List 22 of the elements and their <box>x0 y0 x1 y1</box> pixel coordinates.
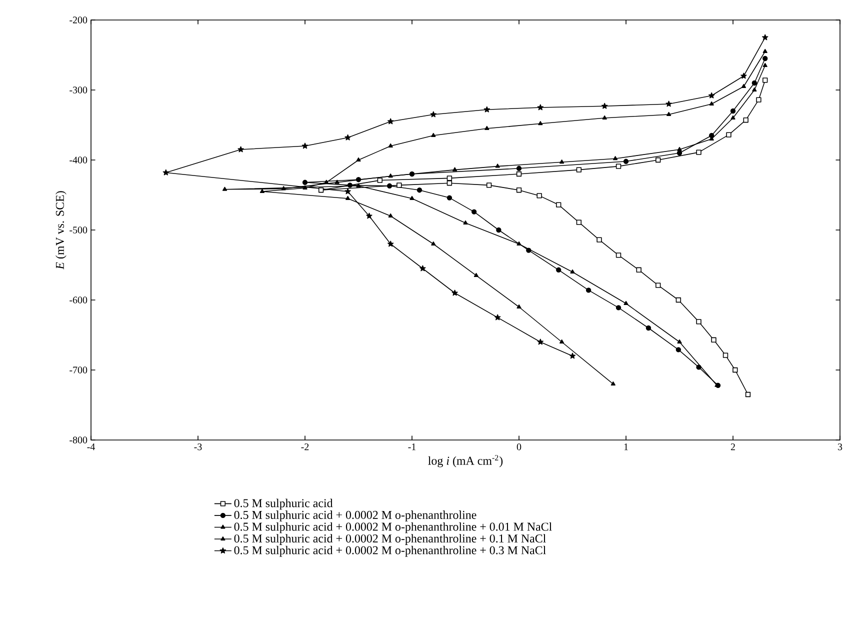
legend-label: 0.5 M sulphuric acid + 0.0002 M o-phenanthroline + 0.01 M NaCl <box>234 522 552 534</box>
y-tick-label: -300 <box>70 86 88 94</box>
y-axis-title: E (mV vs. SCE) <box>56 191 66 270</box>
legend-label: 0.5 M sulphuric acid + 0.0002 M o-phenanthroline + 0.1 M NaCl <box>234 534 546 545</box>
y-tick-label: -400 <box>70 156 88 164</box>
x-tick-label: 0 <box>516 444 522 450</box>
x-tick-label: 2 <box>730 444 735 450</box>
x-tick-label: 3 <box>838 444 842 450</box>
legend-label: 0.5 M sulphuric acid <box>234 498 333 510</box>
legend-label: 0.5 M sulphuric acid + 0.0002 M o-phenanthroline <box>234 510 476 522</box>
y-tick-label: -800 <box>70 436 88 444</box>
y-tick-label: -700 <box>70 366 88 374</box>
y-tick-label: -200 <box>70 16 88 24</box>
x-tick-label: 1 <box>624 444 628 450</box>
x-tick-label: -4 <box>87 444 95 450</box>
x-tick-label: -3 <box>194 444 202 450</box>
x-tick-label: -1 <box>408 444 416 450</box>
y-tick-label: -600 <box>70 296 88 304</box>
x-axis-title: log i (mA cm$^{-2}$) <box>428 455 503 468</box>
y-tick-label: -500 <box>70 226 88 234</box>
legend-label: 0.5 M sulphuric acid + 0.0002 M o-phenanthroline + 0.3 M NaCl <box>234 546 546 557</box>
x-tick-label: -2 <box>301 444 309 450</box>
